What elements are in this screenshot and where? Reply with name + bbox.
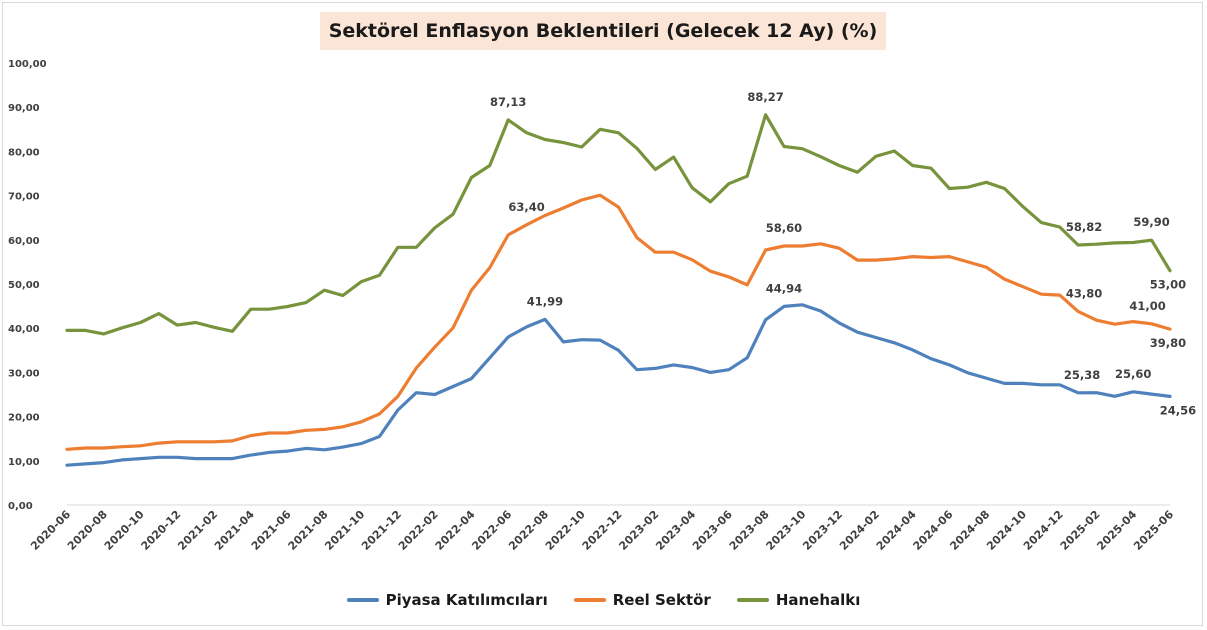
y-tick-label: 90,00: [8, 103, 40, 114]
legend-swatch-hanehalki: [736, 598, 769, 602]
legend-item-piyasa: Piyasa Katılımcıları: [346, 591, 548, 609]
data-label-layer: 41,99 44,94 25,38 25,60 24,56 63,40 58,60 43,80…: [490, 90, 1196, 418]
y-tick-label: 70,00: [8, 192, 40, 203]
series-line-2: [65, 113, 1172, 336]
data-label: 59,90: [1133, 215, 1169, 229]
legend-item-hanehalki: Hanehalkı: [736, 591, 861, 609]
legend-swatch-reel: [573, 598, 606, 602]
chart-title-box: Sektörel Enflasyon Beklentileri (Gelecek…: [320, 12, 886, 50]
legend-label-reel: Reel Sektör: [612, 591, 711, 609]
y-tick-label: 30,00: [8, 368, 40, 379]
data-label: 25,60: [1115, 367, 1151, 381]
x-axis: 2020-062020-082020-102020-122021-022021-…: [28, 504, 1176, 553]
data-label: 63,40: [508, 200, 544, 214]
chart-title: Sektörel Enflasyon Beklentileri (Gelecek…: [328, 20, 878, 42]
legend-swatch-piyasa: [346, 598, 379, 602]
legend: Piyasa Katılımcıları Reel Sektör Hanehal…: [0, 588, 1207, 612]
data-label: 43,80: [1066, 286, 1102, 300]
series-line-0: [65, 303, 1172, 467]
legend-label-piyasa: Piyasa Katılımcıları: [385, 591, 548, 609]
y-tick-label: 40,00: [8, 324, 40, 335]
data-label: 53,00: [1150, 278, 1186, 292]
y-tick-label: 10,00: [8, 457, 40, 468]
data-label: 25,38: [1064, 368, 1100, 382]
data-label: 41,00: [1129, 299, 1165, 313]
data-label: 88,27: [747, 90, 783, 104]
data-label: 44,94: [766, 281, 802, 295]
data-label: 87,13: [490, 95, 526, 109]
data-label: 41,99: [527, 294, 563, 308]
x-tick-label: 2025-06: [1131, 508, 1176, 553]
series-layer: [65, 113, 1172, 467]
y-tick-label: 60,00: [8, 236, 40, 247]
legend-item-reel: Reel Sektör: [573, 591, 711, 609]
y-axis: 0,00 10,00 20,00 30,00 40,00 50,00 60,00 70,00 8…: [8, 59, 47, 512]
data-label: 58,60: [766, 221, 802, 235]
y-tick-label: 80,00: [8, 147, 40, 158]
series-line-1: [65, 193, 1172, 451]
data-label: 24,56: [1160, 403, 1196, 417]
data-label: 58,82: [1066, 220, 1102, 234]
y-tick-label: 0,00: [8, 501, 33, 512]
y-tick-label: 100,00: [8, 59, 47, 70]
data-label: 39,80: [1150, 336, 1186, 350]
legend-label-hanehalki: Hanehalkı: [775, 591, 861, 609]
y-tick-label: 20,00: [8, 413, 40, 424]
y-tick-label: 50,00: [8, 280, 40, 291]
